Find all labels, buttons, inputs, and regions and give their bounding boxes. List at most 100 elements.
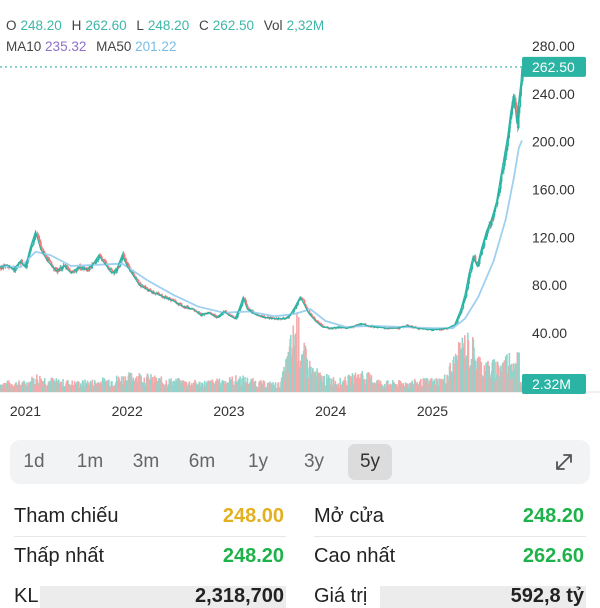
candle-body	[37, 234, 40, 236]
candle-body	[500, 174, 503, 182]
volume-bar	[329, 377, 331, 392]
candle-body	[116, 268, 119, 272]
candle-body	[42, 249, 45, 253]
candle-body	[359, 324, 362, 326]
candle-body	[35, 234, 37, 237]
expand-icon[interactable]	[552, 450, 576, 474]
volume-bar	[370, 375, 373, 392]
candle-body	[123, 254, 126, 261]
candle-body	[88, 265, 91, 271]
candle-body	[387, 328, 390, 330]
volume-bar	[351, 373, 354, 392]
volume-bar	[353, 375, 356, 392]
candle-body	[498, 192, 500, 195]
candle-body	[236, 314, 239, 318]
volume-bar	[323, 375, 326, 392]
timeframe-6m[interactable]: 6m	[188, 451, 216, 472]
timeframe-3y[interactable]: 3y	[303, 451, 325, 472]
candle-body	[304, 303, 307, 306]
candle-body	[482, 246, 485, 248]
volume-bar	[165, 380, 168, 392]
volume-bar	[337, 383, 340, 392]
candle-body	[297, 301, 299, 305]
timeframe-3m[interactable]: 3m	[132, 451, 160, 472]
candle-body	[74, 271, 77, 273]
candle-body	[480, 254, 483, 256]
candle-body	[517, 113, 520, 129]
volume-bar	[224, 381, 227, 392]
candle-body	[337, 327, 339, 329]
candle-body	[87, 269, 90, 271]
volume-bar	[422, 378, 425, 392]
candle-body	[220, 314, 223, 316]
high-label: H	[71, 18, 82, 33]
volume-bar	[6, 380, 9, 392]
candle-body	[481, 249, 483, 255]
timeframe-1y[interactable]: 1y	[247, 451, 269, 472]
candle-body	[328, 328, 331, 330]
candle-body	[137, 279, 140, 284]
ohlc-readout: O 248.20 H 262.60 L 248.20 C 262.50 Vol 2,32M	[6, 17, 330, 34]
volume-bar	[210, 381, 212, 392]
candle-body	[455, 323, 457, 325]
candle-body	[40, 246, 43, 249]
volume-bar	[181, 380, 183, 392]
candle-body	[298, 299, 301, 301]
volume-value: 2,32M	[286, 18, 325, 33]
candle-body	[241, 301, 244, 305]
candle-body	[126, 262, 128, 265]
candle-body	[240, 306, 242, 309]
candle-body	[210, 312, 212, 314]
candle-body	[245, 303, 248, 306]
y-axis-labels: 280.00 240.00 200.00 160.00 120.00 80.00 40.00	[532, 38, 575, 341]
volume-bar	[229, 379, 232, 392]
candle-body	[115, 271, 118, 273]
candle-body	[179, 303, 182, 304]
candle-body	[33, 239, 36, 242]
candle-body	[174, 299, 177, 301]
candle-body	[470, 269, 473, 273]
volume-bar	[479, 357, 481, 392]
volume-bar	[170, 378, 172, 392]
timeframe-5y[interactable]: 5y	[348, 444, 392, 480]
volume-bar	[504, 356, 507, 392]
volume-bar	[436, 379, 439, 392]
candle-body	[459, 312, 462, 315]
volume-bar	[438, 378, 440, 392]
volume-bar	[150, 374, 152, 392]
candle-body	[247, 307, 250, 309]
volume-bar	[41, 380, 44, 392]
candle-body	[100, 256, 103, 261]
timeframe-1d[interactable]: 1d	[23, 451, 45, 472]
candle-body	[515, 102, 518, 106]
ma10-label: MA10	[6, 39, 42, 54]
open-value: 248.20	[20, 18, 62, 33]
candle-body	[490, 218, 493, 226]
volume-bar	[134, 378, 137, 392]
timeframe-1m[interactable]: 1m	[76, 451, 104, 472]
candle-body	[121, 257, 124, 261]
volume-bar	[493, 359, 495, 392]
candle-body	[495, 204, 498, 206]
open-price-label: Mở cửa	[314, 505, 384, 527]
candle-body	[169, 298, 172, 300]
candle-body	[302, 299, 305, 301]
close-label: C	[198, 18, 209, 33]
high-price-label: Cao nhất	[314, 545, 396, 567]
candle-body	[494, 208, 496, 212]
candle-body	[180, 303, 183, 306]
candle-body	[117, 266, 120, 269]
candle-body	[497, 194, 500, 199]
candle-body	[510, 114, 513, 120]
price-chart[interactable]: 280.00 240.00 200.00 160.00 120.00 80.00 40.00…	[0, 0, 600, 432]
candle-body	[490, 225, 492, 227]
volume-bar	[216, 378, 218, 392]
candle-body	[21, 260, 23, 265]
candle-body	[398, 328, 400, 330]
candle-body	[95, 261, 98, 264]
candle-body	[457, 317, 460, 320]
candle-body	[48, 259, 51, 262]
candle-body	[60, 267, 63, 271]
candle-body	[486, 231, 489, 234]
candle-body	[118, 265, 121, 268]
